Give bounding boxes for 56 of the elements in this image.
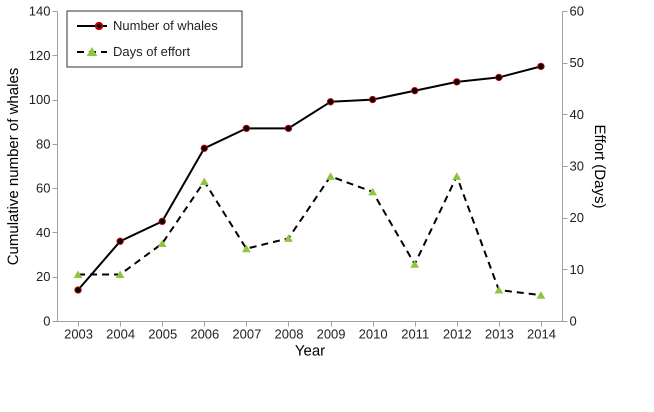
- y2-axis-title: Effort (Days): [590, 124, 608, 208]
- y-tick-label: 20: [36, 269, 50, 284]
- point: [116, 270, 124, 278]
- point: [495, 74, 503, 82]
- point: [536, 292, 545, 299]
- x-tick-label: 2013: [484, 326, 514, 342]
- point: [410, 260, 419, 268]
- x-axis-title: Year: [294, 342, 326, 360]
- point: [452, 172, 461, 180]
- point: [158, 240, 166, 248]
- x-tick-label: 2003: [64, 326, 94, 342]
- point: [368, 188, 377, 196]
- x-tick-label: 2009: [316, 326, 346, 342]
- y-tick-label: 80: [36, 136, 50, 152]
- legend-label: Number of whales: [113, 18, 218, 33]
- point: [116, 238, 124, 245]
- y2-tick-label: 0: [570, 314, 577, 328]
- point: [494, 286, 503, 294]
- y2-tick-label: 60: [570, 4, 584, 18]
- x-tick-label: 2014: [526, 326, 556, 342]
- y-tick-label: 100: [28, 92, 50, 108]
- point: [326, 98, 334, 106]
- point: [411, 87, 418, 94]
- x-tick-label: 2010: [358, 326, 388, 342]
- x-tick-label: 2006: [190, 326, 220, 342]
- y2-tick-label: 40: [570, 106, 584, 122]
- y2-tick-label: 50: [570, 55, 584, 70]
- point: [158, 218, 166, 226]
- x-tick-label: 2008: [274, 326, 304, 342]
- y-tick-label: 40: [36, 224, 50, 240]
- point: [284, 234, 292, 242]
- x-tick-label: 2012: [442, 326, 472, 342]
- y-tick-label: 140: [28, 4, 50, 18]
- point: [74, 270, 82, 278]
- point: [200, 144, 208, 152]
- point: [200, 178, 208, 186]
- x-tick-label: 2007: [232, 326, 262, 342]
- point: [242, 245, 250, 252]
- point: [326, 172, 335, 180]
- y-tick-label: 120: [28, 48, 50, 63]
- point: [368, 96, 376, 104]
- y2-tick-label: 30: [570, 158, 584, 174]
- legend-label: Days of effort: [113, 44, 190, 59]
- point: [284, 124, 292, 132]
- point: [74, 286, 82, 294]
- y2-tick-label: 20: [570, 210, 584, 226]
- x-tick-label: 2005: [148, 326, 178, 342]
- y-tick-label: 60: [36, 180, 50, 196]
- y-tick-label: 0: [43, 314, 50, 328]
- point: [453, 78, 460, 86]
- y2-tick-label: 10: [570, 262, 584, 277]
- x-tick-label: 2004: [106, 326, 136, 342]
- y-axis-title: Cumulative number of whales: [4, 68, 22, 266]
- x-tick-label: 2011: [401, 326, 430, 342]
- point: [537, 62, 545, 70]
- point: [242, 124, 250, 132]
